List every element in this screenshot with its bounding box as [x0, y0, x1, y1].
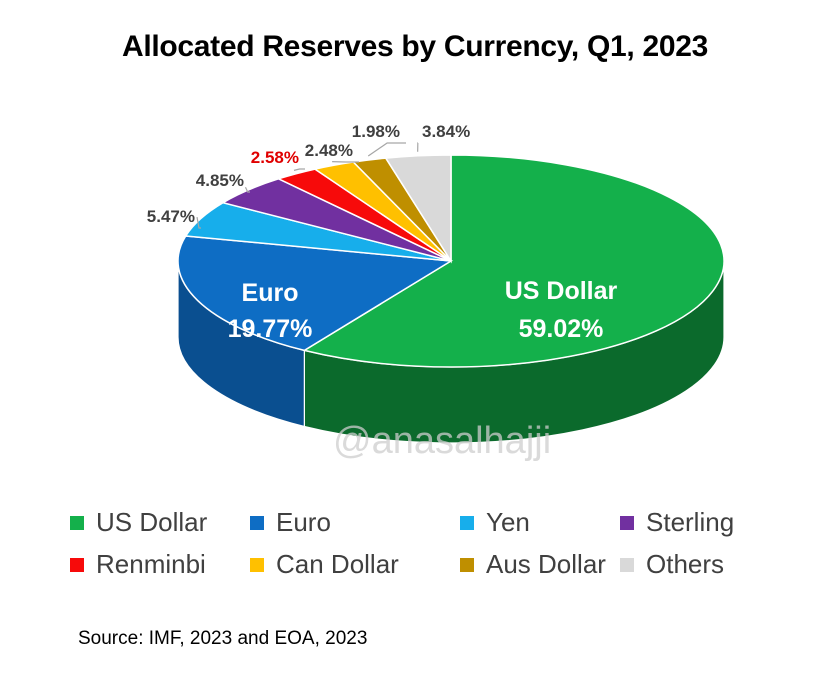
data-label-sterling: 4.85% — [196, 171, 244, 190]
data-label-yen: 5.47% — [147, 207, 195, 226]
leader-line-aus-dollar — [367, 142, 406, 157]
legend-label-yen: Yen — [486, 507, 530, 537]
legend-label-us-dollar: US Dollar — [96, 507, 208, 537]
slice-others — [384, 154, 452, 264]
legend-label-others: Others — [646, 549, 725, 579]
slice-euro — [177, 235, 454, 352]
watermark-text: @anasalhajji — [333, 420, 552, 462]
data-label-us-dollar: 59.02% — [519, 315, 604, 343]
legend-swatch-aus-dollar — [460, 557, 474, 572]
legend-swatch-others — [620, 557, 634, 572]
legend-item-aus-dollar: Aus Dollar — [460, 549, 606, 580]
source-note: Source: IMF, 2023 and EOA, 2023 — [78, 628, 368, 649]
leader-line-yen — [196, 216, 201, 229]
legend-swatch-renminbi — [70, 557, 84, 572]
legend-swatch-sterling — [620, 515, 634, 530]
slice-name-us-dollar: US Dollar — [505, 277, 618, 305]
slice-name-euro: Euro — [242, 279, 299, 307]
legend-label-sterling: Sterling — [646, 507, 735, 537]
chart-title: Allocated Reserves by Currency, Q1, 2023 — [121, 30, 709, 63]
data-label-euro: 19.77% — [228, 315, 313, 343]
data-label-can-dollar: 2.48% — [305, 141, 353, 160]
legend-item-euro: Euro — [250, 507, 331, 538]
legend-swatch-yen — [460, 515, 474, 530]
legend-label-euro: Euro — [276, 507, 331, 537]
data-label-aus-dollar: 1.98% — [352, 122, 400, 141]
legend-label-renminbi: Renminbi — [96, 549, 206, 579]
legend-swatch-us-dollar — [70, 515, 84, 530]
data-label-others: 3.84% — [422, 122, 470, 141]
legend-item-sterling: Sterling — [620, 507, 734, 538]
slice-us-dollar — [302, 154, 725, 368]
legend-swatch-euro — [250, 515, 264, 530]
legend-item-others: Others — [620, 549, 724, 580]
leader-line-renminbi — [293, 168, 305, 171]
legend-label-can-dollar: Can Dollar — [276, 549, 399, 579]
data-label-renminbi: 2.58% — [251, 148, 299, 167]
legend-item-can-dollar: Can Dollar — [250, 549, 399, 580]
legend-item-us-dollar: US Dollar — [70, 507, 207, 538]
legend-swatch-can-dollar — [250, 557, 264, 572]
legend-item-renminbi: Renminbi — [70, 549, 206, 580]
legend-item-yen: Yen — [460, 507, 530, 538]
leader-line-sterling — [244, 186, 250, 193]
legend-label-aus-dollar: Aus Dollar — [486, 549, 606, 579]
